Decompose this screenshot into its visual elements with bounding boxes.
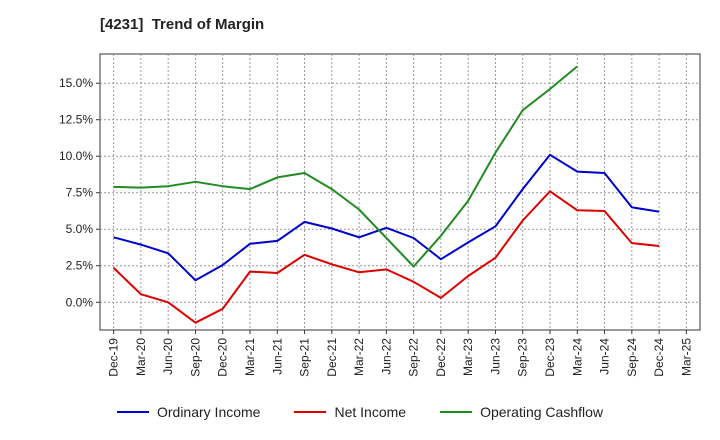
x-tick-label: Sep-21 [298,338,312,377]
x-tick-label: Mar-24 [570,338,584,376]
x-tick-label: Mar-22 [352,338,366,376]
x-axis-ticks: Dec-19 Mar-20 Jun-20 Sep-20 Dec-20 Mar-21 Jun-… [107,330,693,377]
x-tick-label: Dec-19 [107,338,121,377]
x-tick-label: Jun-24 [598,338,612,375]
legend-item-net-income: Net Income [294,404,406,420]
x-tick-label: Mar-20 [134,338,148,376]
x-tick-label: Dec-23 [543,338,557,377]
x-tick-label: Jun-22 [379,338,393,375]
legend-swatch [294,411,327,413]
y-tick-label: 2.5% [66,259,94,273]
plot-area [99,53,701,331]
x-tick-label: Mar-21 [243,338,257,376]
x-tick-label: Sep-22 [407,338,421,377]
ordinary-income-line [113,153,660,282]
legend-item-operating-cashflow: Operating Cashflow [440,404,603,420]
x-tick-label: Jun-21 [270,338,284,375]
net-income-line [112,190,660,324]
series-lines [112,65,660,324]
x-tick-label: Jun-23 [488,338,502,375]
y-tick-label: 0.0% [66,295,94,309]
legend: Ordinary Income Net Income Operating Cashf… [0,404,720,420]
y-tick-label: 12.5% [59,113,93,127]
legend-swatch [116,411,149,413]
x-tick-label: Dec-20 [216,338,230,377]
grid-lines [100,54,700,330]
x-tick-label: Dec-22 [434,338,448,377]
x-tick-label: Mar-25 [679,338,693,376]
y-tick-label: 5.0% [66,222,94,236]
y-tick-label: 15.0% [59,76,93,90]
chart-title: [4231] Trend of Margin [100,16,265,33]
legend-label: Net Income [334,404,407,420]
x-tick-label: Sep-23 [516,338,530,377]
legend-swatch [440,411,473,413]
x-tick-label: Sep-24 [625,338,639,377]
y-tick-label: 7.5% [66,186,94,200]
legend-label: Operating Cashflow [480,404,604,420]
y-axis-ticks: 0.0% 2.5% 5.0% 7.5% 10.0% 12.5% 15.0% [59,76,100,309]
operating-cashflow-line [113,65,578,268]
legend-item-ordinary-income: Ordinary Income [116,404,261,420]
legend-label: Ordinary Income [156,404,261,420]
x-tick-label: Dec-21 [325,338,339,377]
x-tick-label: Sep-20 [188,338,202,377]
x-tick-label: Jun-20 [161,338,175,375]
y-tick-label: 10.0% [59,149,93,163]
x-tick-label: Mar-23 [461,338,475,376]
x-tick-label: Dec-24 [652,338,666,377]
